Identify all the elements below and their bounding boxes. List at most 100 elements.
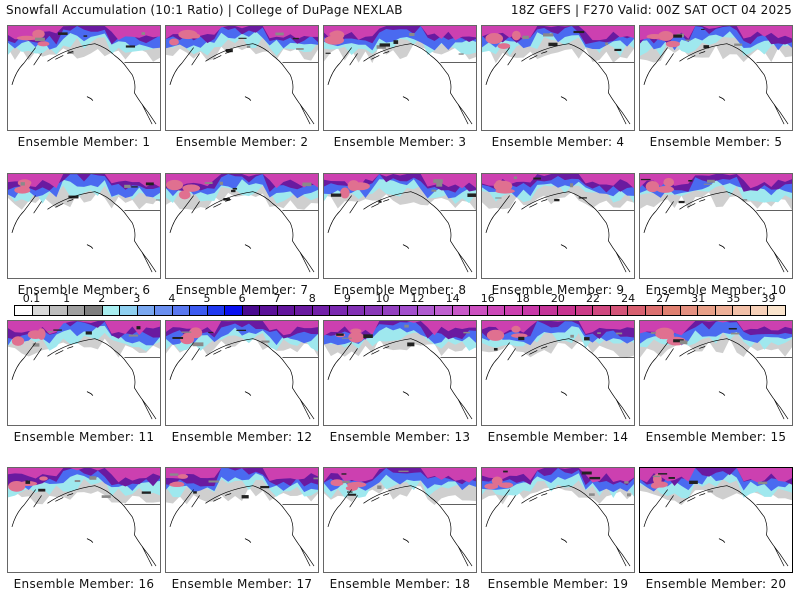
heavy-snow-area — [340, 187, 350, 199]
coastline — [33, 495, 42, 508]
snowfall-map — [324, 174, 476, 273]
snow-patch — [32, 343, 40, 347]
coastline — [11, 195, 36, 233]
colorbar-tick-label: 22 — [586, 292, 600, 305]
colorbar-segment — [330, 306, 348, 315]
snow-patch — [260, 485, 270, 489]
coastline — [521, 43, 631, 125]
colorbar-segment — [15, 306, 33, 315]
coastline — [55, 346, 74, 355]
snow-patch — [379, 43, 391, 47]
heavy-snow-area — [178, 29, 198, 40]
snow-band — [8, 26, 160, 41]
snow-patch — [584, 337, 590, 341]
colorbar-tick-label: 2 — [98, 292, 106, 305]
snowfall-map — [482, 321, 634, 420]
hawaii-outline — [718, 391, 726, 396]
snow-patch — [581, 471, 592, 475]
colorbar-segment — [452, 306, 471, 315]
coastline — [687, 346, 706, 355]
hawaii-outline — [560, 391, 568, 396]
heavy-snow-area — [511, 333, 528, 338]
map-panel — [481, 467, 635, 573]
heavy-snow-area — [491, 476, 503, 486]
coastline — [615, 252, 627, 273]
coastline — [371, 346, 390, 355]
snow-patch — [624, 481, 629, 484]
snow-patch — [232, 187, 238, 190]
colorbar-segment — [768, 306, 785, 315]
snow-patch — [35, 37, 45, 42]
ensemble-member-label: Ensemble Member: 10 — [645, 283, 787, 297]
colorbar-segment — [382, 306, 401, 315]
snow-patch — [378, 200, 382, 203]
coastline — [363, 43, 473, 125]
hawaii-outline — [560, 244, 568, 249]
ensemble-member-label: Ensemble Member: 17 — [171, 577, 313, 591]
title-left: Snowfall Accumulation (10:1 Ratio) | Col… — [6, 3, 403, 17]
coastline — [457, 546, 469, 567]
map-panel — [323, 25, 477, 131]
hawaii-outline — [244, 391, 252, 396]
coastline — [679, 43, 789, 125]
ensemble-member-label: Ensemble Member: 19 — [487, 577, 629, 591]
coastline — [11, 47, 36, 85]
coastline — [773, 399, 785, 420]
snowfall-map — [640, 321, 792, 420]
snow-patch — [597, 332, 601, 334]
snow-patch — [192, 342, 204, 347]
colorbar-tick-label: 10 — [375, 292, 390, 305]
snow-patch — [689, 480, 698, 484]
title-right: 18Z GEFS | F270 Valid: 00Z SAT OCT 04 20… — [510, 3, 792, 17]
ensemble-member-label: Ensemble Member: 14 — [487, 430, 629, 444]
coastline — [457, 252, 469, 273]
coastline — [615, 546, 627, 567]
snow-band — [166, 321, 318, 336]
snowfall-map — [640, 26, 792, 125]
map-panel — [165, 320, 319, 426]
coastline — [205, 338, 315, 420]
coastline — [687, 51, 706, 60]
coastline — [11, 489, 36, 527]
colorbar-segment — [628, 306, 646, 315]
colorbar-tick-label: 12 — [410, 292, 425, 305]
colorbar-tick-label: 39 — [761, 292, 776, 305]
heavy-snow-area — [486, 329, 505, 341]
snow-patch — [193, 491, 197, 494]
coastline — [33, 348, 42, 361]
coastline — [299, 104, 311, 125]
colorbar-segment — [155, 306, 173, 315]
snow-patch — [626, 493, 631, 497]
snow-patch — [758, 481, 768, 485]
ensemble-member-label: Ensemble Member: 8 — [333, 283, 467, 297]
coastline — [643, 195, 668, 233]
heavy-snow-area — [350, 328, 362, 334]
coastline — [327, 195, 352, 233]
snow-patch — [341, 473, 347, 475]
colorbar-segment — [137, 306, 156, 315]
coastline — [349, 53, 358, 66]
colorbar-segment — [487, 306, 506, 315]
hawaii-outline — [560, 96, 568, 101]
snow-patch — [83, 35, 88, 37]
snowfall-map — [482, 174, 634, 273]
snow-patch — [707, 490, 714, 493]
snow-patch — [89, 476, 97, 480]
coastline — [213, 346, 232, 355]
heavy-snow-area — [658, 31, 674, 42]
hawaii-outline — [244, 244, 252, 249]
coastline — [327, 342, 352, 380]
hawaii-outline — [718, 96, 726, 101]
colorbar-segment — [190, 306, 208, 315]
colorbar-tick-label: 8 — [308, 292, 316, 305]
colorbar-segment — [522, 306, 541, 315]
snow-patch — [25, 480, 31, 484]
map-panel — [481, 320, 635, 426]
coastline — [679, 338, 789, 420]
map-panel — [165, 467, 319, 573]
snow-patch — [588, 493, 595, 496]
snow-patch — [493, 347, 498, 351]
snow-patch — [703, 183, 712, 185]
snow-band — [324, 468, 476, 483]
colorbar-segment — [32, 306, 51, 315]
